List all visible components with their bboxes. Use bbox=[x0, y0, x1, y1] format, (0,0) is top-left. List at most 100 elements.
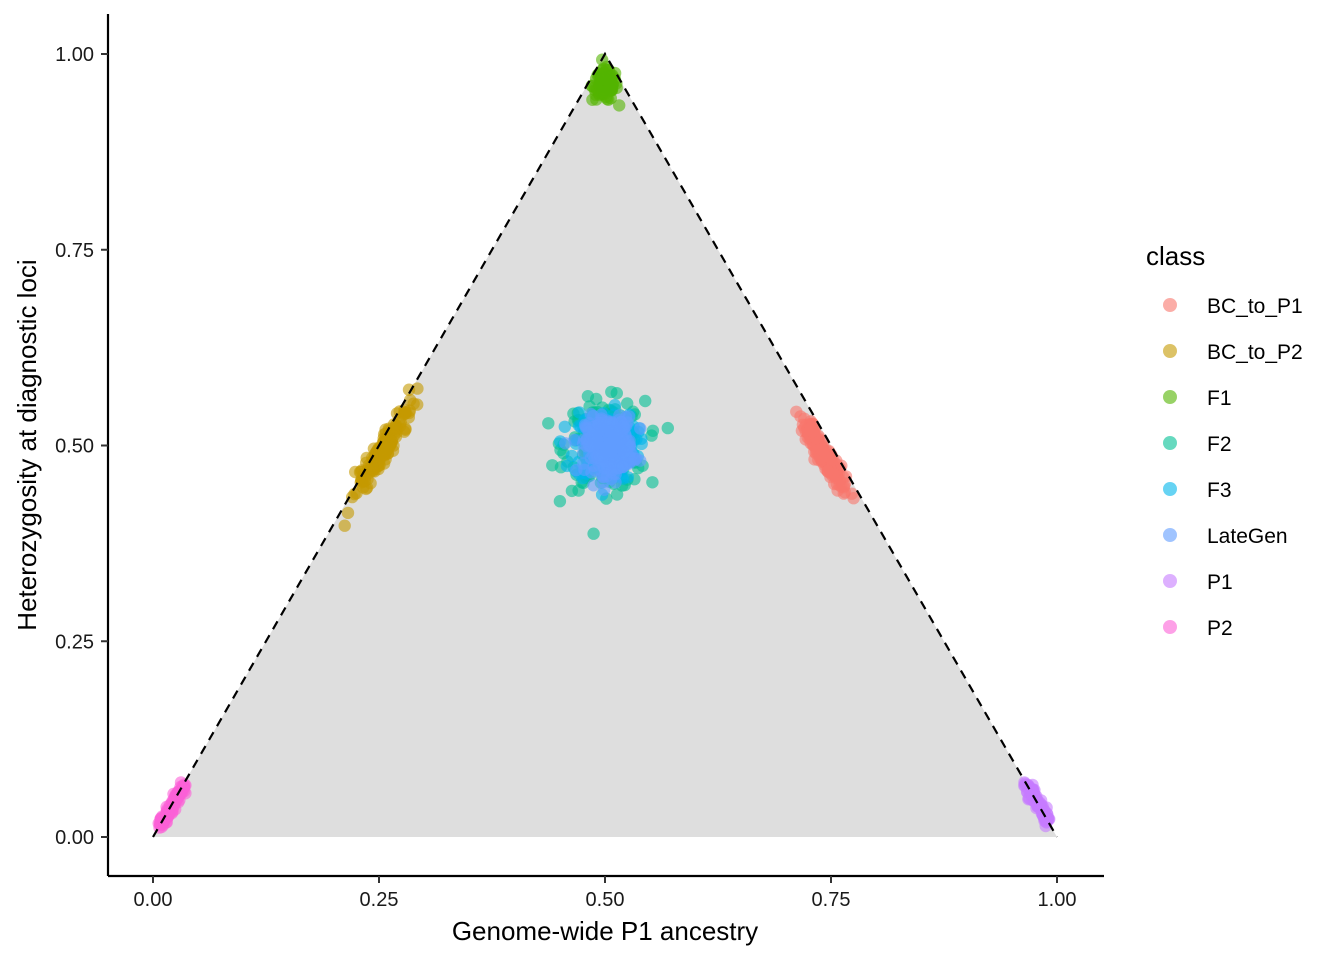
data-point bbox=[588, 464, 601, 477]
data-point bbox=[558, 420, 571, 433]
data-point bbox=[815, 443, 828, 456]
data-point bbox=[587, 527, 600, 540]
x-tick-label: 1.00 bbox=[1038, 889, 1077, 911]
data-point bbox=[171, 792, 184, 805]
legend-item: BC_to_P2 bbox=[1163, 341, 1303, 364]
data-point bbox=[621, 397, 634, 410]
data-point bbox=[604, 436, 617, 449]
data-point bbox=[645, 429, 658, 442]
series-lategen bbox=[559, 407, 647, 496]
data-point bbox=[821, 465, 834, 478]
legend: class BC_to_P1 BC_to_P2 F1 F2 F3 LateGen P1 P2 bbox=[1146, 241, 1303, 640]
data-point bbox=[634, 454, 647, 467]
data-point bbox=[794, 410, 807, 423]
data-point bbox=[581, 390, 595, 403]
triangle-dashed-boundary bbox=[152, 51, 1058, 838]
data-point bbox=[542, 417, 555, 430]
legend-label: F2 bbox=[1207, 433, 1232, 456]
legend-items: BC_to_P1 BC_to_P2 F1 F2 F3 LateGen P1 P2 bbox=[1163, 295, 1303, 640]
data-point bbox=[617, 446, 631, 459]
data-point bbox=[634, 422, 647, 435]
data-point bbox=[559, 437, 572, 450]
legend-label: P2 bbox=[1207, 617, 1233, 640]
y-tick-label: 0.50 bbox=[55, 436, 94, 458]
legend-key bbox=[1163, 344, 1177, 358]
data-point bbox=[600, 470, 613, 483]
data-point bbox=[565, 449, 578, 463]
series-bc-to-p1 bbox=[790, 405, 860, 505]
legend-key bbox=[1163, 298, 1177, 312]
x-axis: 0.00 0.25 0.50 0.75 1.00 bbox=[108, 874, 1104, 911]
legend-key bbox=[1163, 390, 1177, 404]
legend-key bbox=[1163, 436, 1177, 450]
data-point bbox=[1034, 794, 1048, 807]
data-point bbox=[582, 425, 596, 438]
data-point bbox=[610, 387, 623, 400]
series-f1 bbox=[585, 53, 626, 112]
data-point bbox=[338, 519, 351, 532]
data-point bbox=[804, 424, 817, 437]
y-tick-label: 0.25 bbox=[55, 631, 94, 653]
data-point bbox=[350, 487, 363, 500]
plot-panel bbox=[152, 51, 1058, 838]
x-tick-label: 0.25 bbox=[360, 889, 399, 911]
legend-label: F1 bbox=[1207, 387, 1232, 410]
x-tick-label: 0.00 bbox=[134, 889, 173, 911]
data-point bbox=[398, 407, 411, 420]
legend-item: F1 bbox=[1163, 387, 1232, 410]
x-tick-label: 0.75 bbox=[812, 889, 851, 911]
y-axis-title: Heterozygosity at diagnostic loci bbox=[12, 259, 42, 630]
data-point bbox=[595, 64, 609, 77]
data-point bbox=[612, 427, 625, 440]
legend-key bbox=[1163, 482, 1177, 496]
legend-key bbox=[1163, 620, 1177, 634]
legend-label: BC_to_P1 bbox=[1207, 295, 1303, 318]
y-axis: 0.00 0.25 0.50 0.75 1.00 bbox=[55, 14, 110, 876]
data-point bbox=[639, 394, 652, 408]
y-ticks: 0.00 0.25 0.50 0.75 1.00 bbox=[55, 44, 108, 849]
legend-label: P1 bbox=[1207, 571, 1233, 594]
data-point bbox=[358, 474, 371, 488]
x-tick-label: 0.50 bbox=[586, 889, 625, 911]
data-point bbox=[621, 471, 634, 484]
data-point bbox=[610, 488, 624, 501]
x-axis-title: Genome-wide P1 ancestry bbox=[452, 916, 758, 946]
legend-item: BC_to_P1 bbox=[1163, 295, 1303, 318]
data-point bbox=[587, 479, 600, 492]
y-tick-label: 1.00 bbox=[55, 44, 94, 66]
data-point bbox=[608, 399, 622, 412]
data-point bbox=[646, 476, 659, 489]
legend-label: BC_to_P2 bbox=[1207, 341, 1303, 364]
data-point bbox=[635, 432, 648, 445]
legend-item: P2 bbox=[1163, 617, 1233, 640]
legend-label: F3 bbox=[1207, 479, 1232, 502]
legend-key bbox=[1163, 574, 1177, 588]
data-point bbox=[341, 506, 355, 520]
data-point bbox=[593, 449, 606, 462]
data-point bbox=[602, 81, 616, 95]
legend-item: P1 bbox=[1163, 571, 1233, 594]
data-point bbox=[847, 492, 860, 505]
data-point bbox=[661, 421, 674, 435]
legend-item: LateGen bbox=[1163, 525, 1288, 548]
data-point bbox=[590, 433, 604, 447]
legend-item: F3 bbox=[1163, 479, 1232, 502]
data-point bbox=[605, 445, 618, 458]
y-tick-label: 0.75 bbox=[55, 240, 94, 262]
x-ticks: 0.00 0.25 0.50 0.75 1.00 bbox=[134, 876, 1077, 911]
y-tick-label: 0.00 bbox=[55, 827, 94, 849]
data-point bbox=[411, 382, 424, 395]
data-point bbox=[578, 463, 591, 476]
data-point bbox=[355, 464, 368, 477]
series-p2 bbox=[152, 776, 192, 834]
legend-item: F2 bbox=[1163, 433, 1232, 456]
data-point bbox=[380, 441, 393, 454]
data-point bbox=[613, 99, 626, 112]
legend-key bbox=[1163, 528, 1177, 542]
data-point bbox=[154, 818, 167, 831]
legend-label: LateGen bbox=[1207, 525, 1288, 548]
data-point bbox=[165, 806, 179, 820]
data-point bbox=[399, 422, 412, 435]
data-point bbox=[553, 495, 567, 508]
